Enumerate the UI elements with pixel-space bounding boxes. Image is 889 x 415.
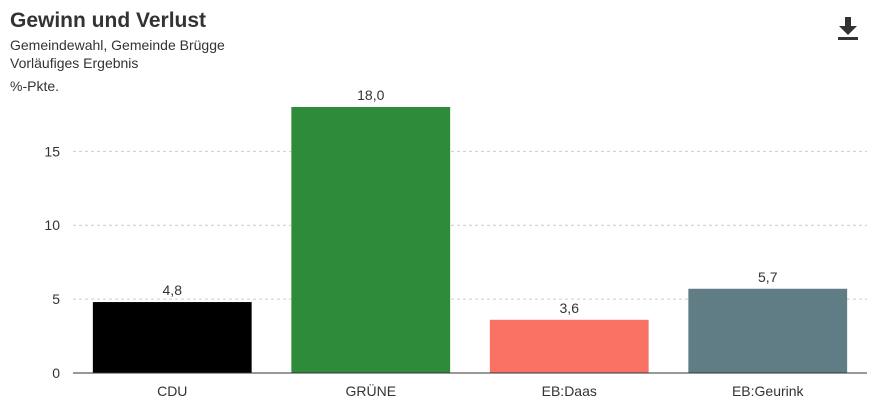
x-tick-label: CDU <box>157 383 187 399</box>
data-label: 3,6 <box>560 300 580 316</box>
x-tick-label: EB:Geurink <box>732 383 805 399</box>
chart-subtitle-election: Gemeindewahl, Gemeinde Brügge <box>10 37 225 53</box>
chart-subtitle-status: Vorläufiges Ergebnis <box>10 55 139 71</box>
data-label: 18,0 <box>357 87 384 103</box>
chart-title: Gewinn und Verlust <box>10 9 207 32</box>
bar <box>92 302 252 373</box>
y-axis-label: %-Pkte. <box>10 78 59 94</box>
y-tick-label: 0 <box>52 365 60 381</box>
bar <box>489 319 649 373</box>
data-label: 5,7 <box>758 269 778 285</box>
x-tick-label: GRÜNE <box>345 382 396 399</box>
y-tick-label: 10 <box>44 217 60 233</box>
download-icon[interactable] <box>834 14 862 42</box>
bar <box>291 107 451 373</box>
y-tick-label: 5 <box>52 291 60 307</box>
bar <box>688 288 848 373</box>
x-tick-label: EB:Daas <box>542 383 597 399</box>
y-tick-label: 15 <box>44 143 60 159</box>
data-label: 4,8 <box>163 282 183 298</box>
